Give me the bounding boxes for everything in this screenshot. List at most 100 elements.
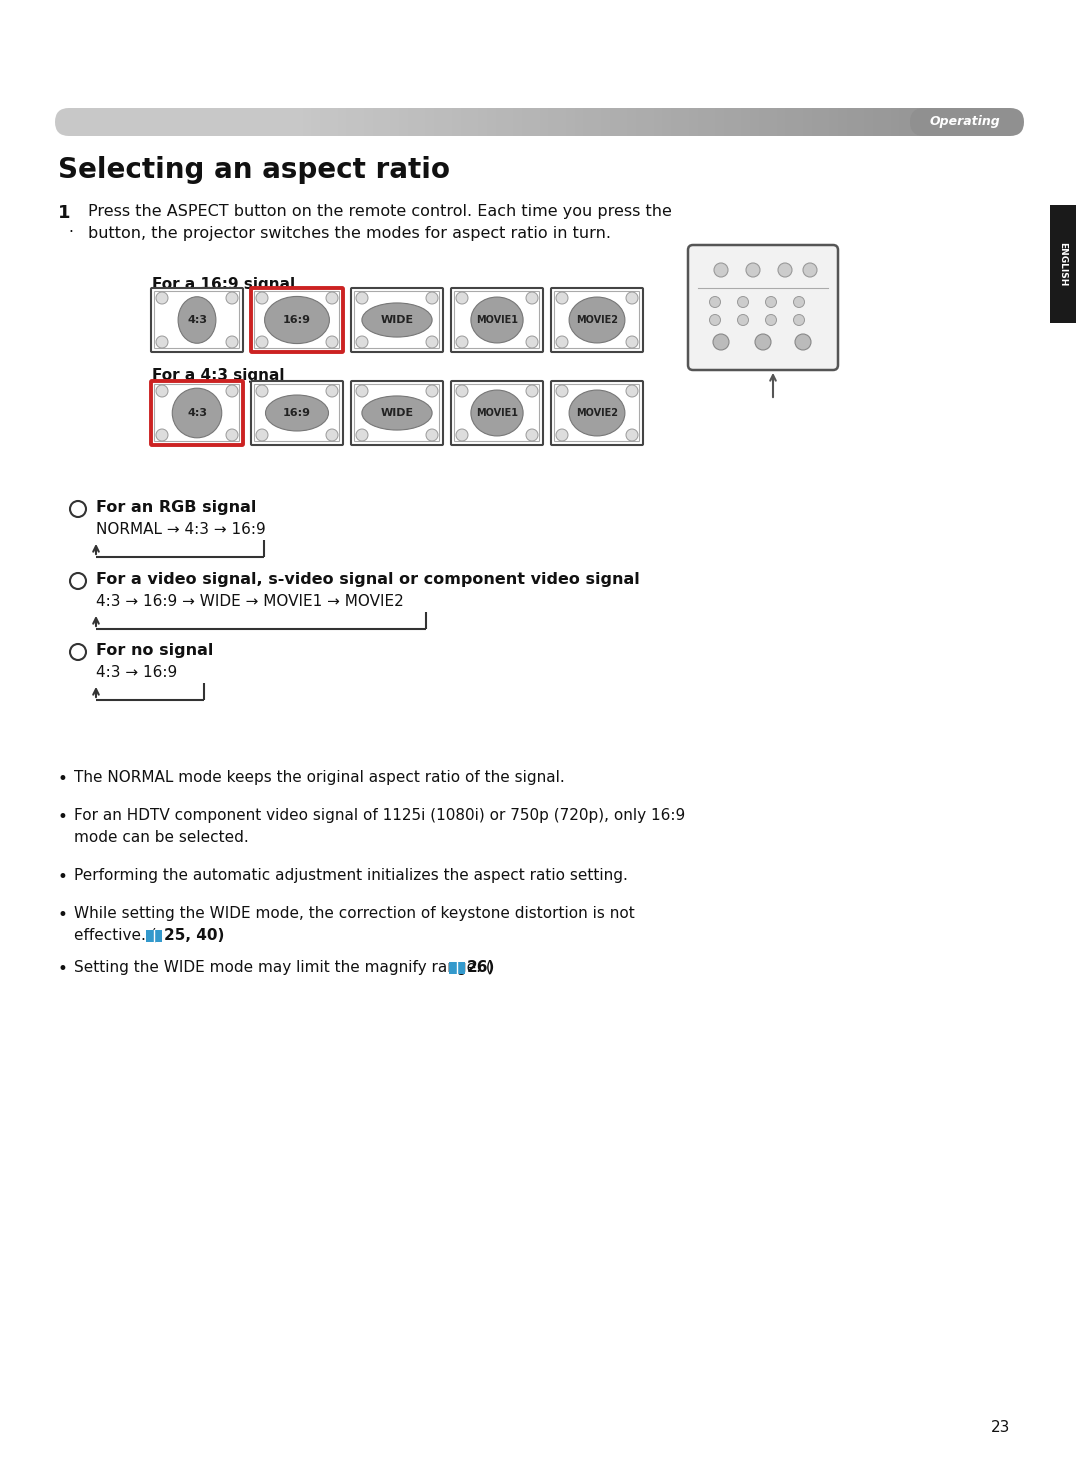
Text: 4:3: 4:3 [187, 315, 207, 325]
FancyBboxPatch shape [354, 385, 440, 442]
Bar [934, 108, 944, 136]
Circle shape [526, 385, 538, 397]
Bar [645, 108, 654, 136]
Bar [751, 108, 759, 136]
Bar [487, 108, 496, 136]
Bar [451, 108, 461, 136]
Bar [794, 108, 804, 136]
Text: 16:9: 16:9 [283, 408, 311, 419]
Ellipse shape [569, 389, 625, 436]
Bar [320, 108, 329, 136]
FancyBboxPatch shape [451, 288, 543, 351]
Bar [891, 108, 900, 136]
Circle shape [794, 297, 805, 307]
Circle shape [456, 429, 468, 441]
Text: 23: 23 [990, 1420, 1010, 1435]
Circle shape [778, 264, 792, 277]
Text: 16:9: 16:9 [283, 315, 311, 325]
Circle shape [456, 337, 468, 348]
Circle shape [426, 385, 438, 397]
Bar [961, 108, 970, 136]
Bar [698, 108, 706, 136]
Text: Setting the WIDE mode may limit the magnify range. (: Setting the WIDE mode may limit the magn… [75, 960, 491, 975]
Circle shape [556, 291, 568, 305]
Text: WIDE: WIDE [380, 408, 414, 419]
Bar [610, 108, 619, 136]
Bar [900, 108, 908, 136]
Bar [504, 108, 514, 136]
Circle shape [70, 644, 86, 660]
Circle shape [70, 572, 86, 589]
Circle shape [356, 291, 368, 305]
Bar [417, 108, 426, 136]
Text: For a 16:9 signal: For a 16:9 signal [152, 277, 295, 291]
Circle shape [426, 291, 438, 305]
Circle shape [356, 337, 368, 348]
Text: For a 4:3 signal: For a 4:3 signal [152, 367, 284, 384]
Circle shape [226, 337, 238, 348]
Text: MOVIE2: MOVIE2 [576, 315, 618, 325]
Text: NORMAL → 4:3 → 16:9: NORMAL → 4:3 → 16:9 [96, 523, 266, 537]
Circle shape [714, 264, 728, 277]
Text: 25, 40): 25, 40) [164, 928, 225, 943]
Bar [302, 108, 312, 136]
FancyBboxPatch shape [455, 291, 540, 348]
Text: MOVIE1: MOVIE1 [476, 315, 518, 325]
Text: For no signal: For no signal [96, 643, 214, 657]
Text: effective. (: effective. ( [75, 928, 157, 943]
Bar [408, 108, 417, 136]
Bar [1050, 205, 1076, 324]
Text: mode can be selected.: mode can be selected. [75, 830, 248, 845]
Circle shape [456, 385, 468, 397]
Bar [373, 108, 382, 136]
Bar [557, 108, 566, 136]
Bar [987, 108, 997, 136]
Ellipse shape [172, 388, 221, 438]
Text: •: • [58, 906, 68, 924]
Bar [908, 108, 918, 136]
FancyBboxPatch shape [151, 288, 243, 351]
FancyBboxPatch shape [551, 381, 643, 445]
Bar [496, 108, 505, 136]
Text: 4:3: 4:3 [187, 408, 207, 419]
Bar [522, 108, 531, 136]
Bar [530, 108, 540, 136]
Circle shape [456, 291, 468, 305]
Bar [802, 108, 812, 136]
Circle shape [626, 337, 638, 348]
Ellipse shape [569, 297, 625, 343]
Text: Performing the automatic adjustment initializes the aspect ratio setting.: Performing the automatic adjustment init… [75, 868, 627, 883]
Circle shape [326, 291, 338, 305]
Circle shape [70, 501, 86, 517]
Text: 26): 26) [467, 960, 496, 975]
Circle shape [710, 315, 720, 325]
Ellipse shape [471, 297, 523, 343]
FancyBboxPatch shape [554, 291, 639, 348]
Circle shape [746, 264, 760, 277]
Circle shape [710, 297, 720, 307]
Bar [347, 108, 355, 136]
FancyBboxPatch shape [154, 291, 240, 348]
Bar [311, 108, 321, 136]
Text: While setting the WIDE mode, the correction of keystone distortion is not: While setting the WIDE mode, the correct… [75, 906, 635, 921]
Bar [689, 108, 698, 136]
Bar [390, 108, 400, 136]
Ellipse shape [178, 297, 216, 343]
FancyBboxPatch shape [551, 288, 643, 351]
Bar [566, 108, 576, 136]
Bar [917, 108, 927, 136]
Circle shape [156, 337, 168, 348]
Bar [338, 108, 347, 136]
Circle shape [256, 429, 268, 441]
Circle shape [755, 334, 771, 350]
Circle shape [526, 337, 538, 348]
Bar [812, 108, 821, 136]
Bar [785, 108, 795, 136]
Circle shape [766, 297, 777, 307]
Text: WIDE: WIDE [380, 315, 414, 325]
Text: 4:3 → 16:9: 4:3 → 16:9 [96, 665, 177, 679]
Bar [627, 108, 636, 136]
Circle shape [804, 264, 816, 277]
Text: 1: 1 [58, 203, 70, 223]
Bar [768, 108, 777, 136]
